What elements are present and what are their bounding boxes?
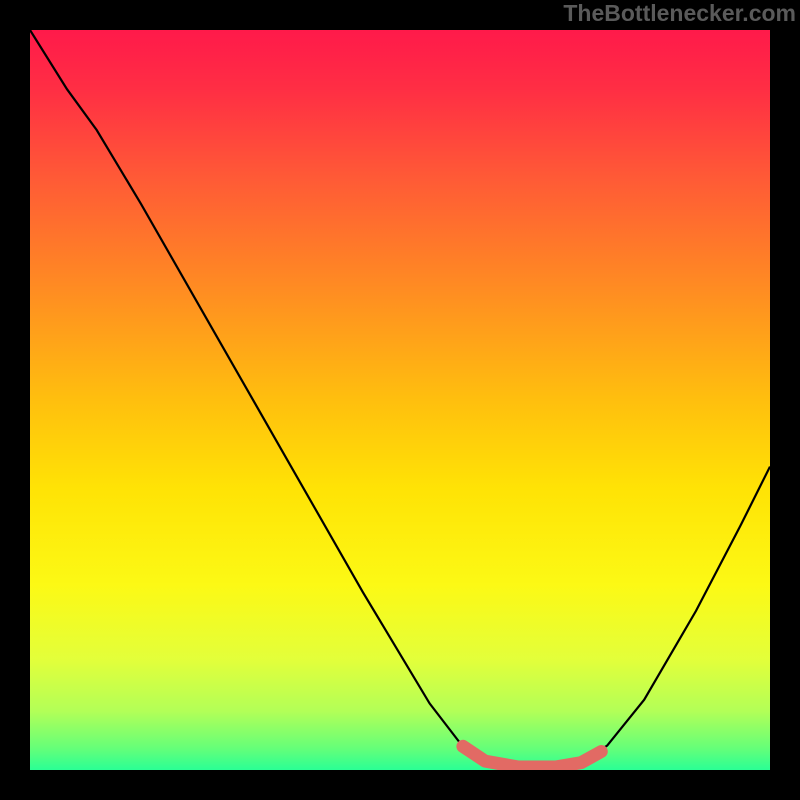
plot-svg [30,30,770,770]
chart-container: { "attribution": { "text": "TheBottlenec… [0,0,800,800]
attribution-text: TheBottlenecker.com [563,0,796,27]
gradient-background [30,30,770,770]
